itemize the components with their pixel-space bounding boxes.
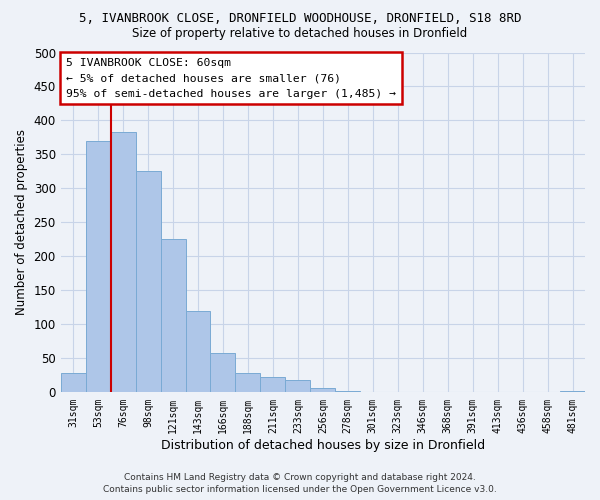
Bar (335, 391, 360, 392)
Bar (161, 239, 185, 392)
Bar (211, 353, 235, 393)
Bar (110, 132, 136, 392)
Bar (310, 388, 335, 392)
Text: Contains HM Land Registry data © Crown copyright and database right 2024.
Contai: Contains HM Land Registry data © Crown c… (103, 472, 497, 494)
Bar (260, 377, 286, 392)
X-axis label: Distribution of detached houses by size in Dronfield: Distribution of detached houses by size … (161, 440, 485, 452)
Text: 5 IVANBROOK CLOSE: 60sqm
← 5% of detached houses are smaller (76)
95% of semi-de: 5 IVANBROOK CLOSE: 60sqm ← 5% of detache… (66, 58, 396, 99)
Bar (185, 311, 211, 392)
Bar (61, 374, 86, 392)
Bar (286, 380, 310, 392)
Text: Size of property relative to detached houses in Dronfield: Size of property relative to detached ho… (133, 28, 467, 40)
Bar (86, 141, 110, 393)
Bar (235, 374, 260, 392)
Bar (560, 391, 585, 392)
Bar (136, 172, 161, 392)
Text: 5, IVANBROOK CLOSE, DRONFIELD WOODHOUSE, DRONFIELD, S18 8RD: 5, IVANBROOK CLOSE, DRONFIELD WOODHOUSE,… (79, 12, 521, 26)
Y-axis label: Number of detached properties: Number of detached properties (15, 130, 28, 316)
